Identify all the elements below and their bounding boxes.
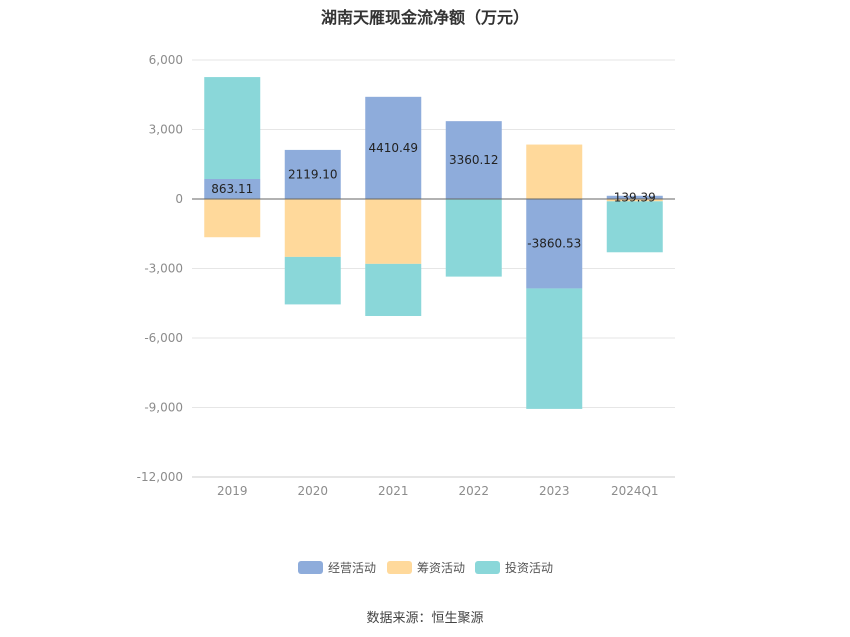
x-tick-label: 2021 <box>378 484 409 498</box>
bars <box>204 77 663 409</box>
bar-2020-s2 <box>284 256 341 305</box>
legend-swatch <box>298 561 323 574</box>
data-label: -3860.53 <box>527 237 581 251</box>
legend-item[interactable]: 筹资活动 <box>387 561 465 575</box>
legend-swatch <box>387 561 412 574</box>
bar-2019-s1 <box>204 199 261 238</box>
bar-2021-s1 <box>365 199 422 264</box>
y-tick-label: 6,000 <box>149 53 183 67</box>
x-tick-label: 2020 <box>297 484 328 498</box>
y-axis: 6,000 3,000 0 -3,000 -6,000 -9,000 -12,000 <box>137 53 183 484</box>
bar-2021-s0 <box>365 96 422 199</box>
legend-label: 经营活动 <box>328 561 376 575</box>
legend-item[interactable]: 投资活动 <box>475 560 553 575</box>
bar-2020-s0 <box>284 149 341 199</box>
legend-label: 投资活动 <box>505 560 553 575</box>
bar-2019-s0 <box>204 179 261 199</box>
data-label: 863.11 <box>211 182 253 196</box>
data-labels: 863.11 2119.10 4410.49 3360.12 -3860.53 139.3… <box>211 141 656 251</box>
data-label: 139.39 <box>614 190 656 204</box>
x-tick-label: 2019 <box>217 484 248 498</box>
bar-2024Q1-s2 <box>606 201 663 253</box>
legend-swatch <box>475 561 500 574</box>
bar-2024Q1-s0 <box>606 195 663 199</box>
y-tick-label: -12,000 <box>137 470 183 484</box>
bar-2021-s2 <box>365 263 422 316</box>
legend-item[interactable]: 经营活动 <box>298 561 376 575</box>
bar-2023-s0 <box>526 199 583 289</box>
bar-2019-s2 <box>204 77 261 180</box>
bar-2024Q1-s1 <box>606 199 663 202</box>
bar-2023-s1 <box>526 144 583 199</box>
y-tick-label: 3,000 <box>149 123 183 137</box>
data-label: 4410.49 <box>368 141 418 155</box>
bar-2020-s1 <box>284 199 341 257</box>
x-tick-label: 2024Q1 <box>611 484 659 498</box>
data-source: 数据来源：恒生聚源 <box>366 611 484 626</box>
y-tick-label: -3,000 <box>144 262 183 276</box>
y-tick-label: -6,000 <box>144 331 183 345</box>
chart-title: 湖南天雁现金流净额（万元） <box>320 8 529 27</box>
bar-2022-s0 <box>445 121 502 199</box>
bar-2022-s2 <box>445 199 502 277</box>
x-tick-label: 2023 <box>539 484 570 498</box>
grid-lines <box>192 59 675 478</box>
legend[interactable]: 经营活动 筹资活动 投资活动 <box>298 560 553 575</box>
data-label: 3360.12 <box>449 153 499 167</box>
bar-2023-s2 <box>526 288 583 409</box>
x-tick-label: 2022 <box>458 484 489 498</box>
y-tick-label: 0 <box>175 192 183 206</box>
data-label: 2119.10 <box>288 167 338 181</box>
x-axis: 2019 2020 2021 2022 2023 2024Q1 <box>192 476 675 498</box>
legend-label: 筹资活动 <box>417 561 465 575</box>
y-tick-label: -9,000 <box>144 401 183 415</box>
